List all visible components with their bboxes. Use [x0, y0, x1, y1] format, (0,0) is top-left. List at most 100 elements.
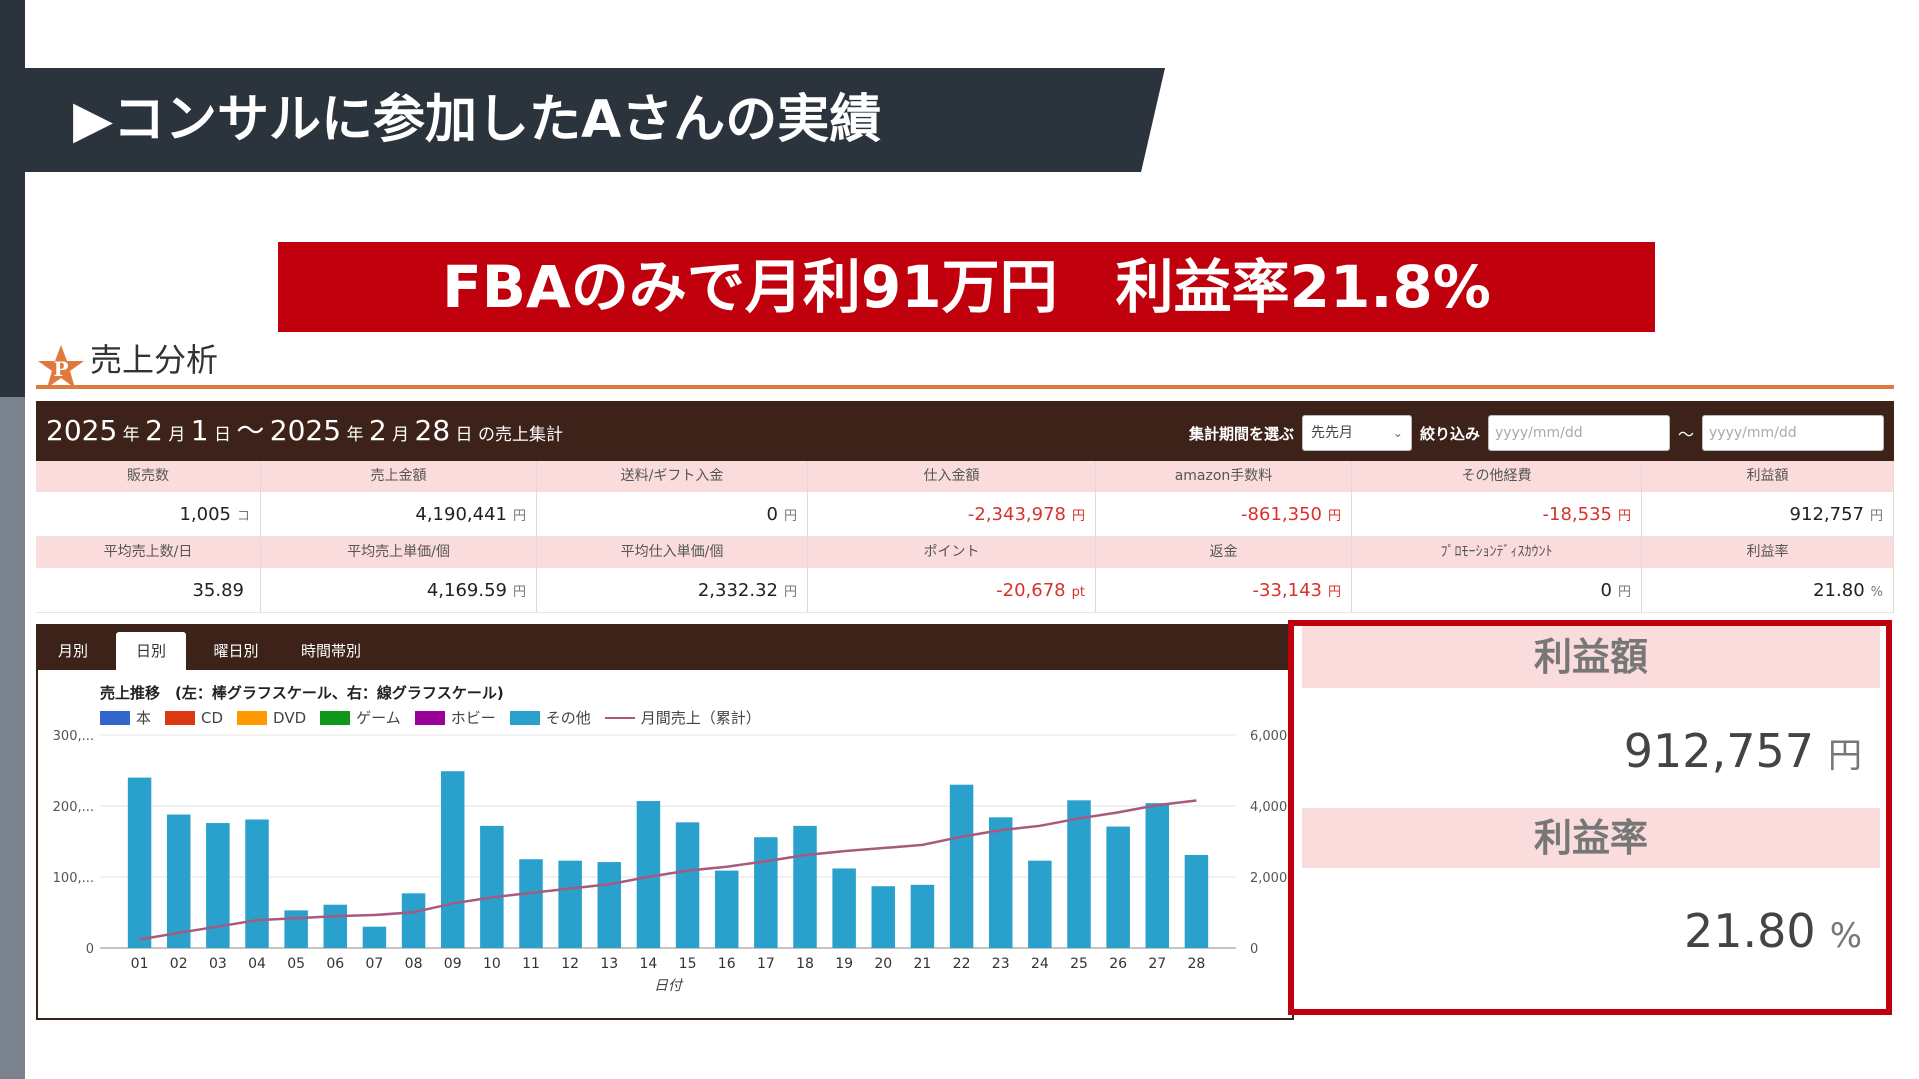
x-tick: 18	[796, 956, 814, 972]
stats-header-row-2: 平均売上数/日 平均売上単価/個 平均仕入単価/個 ポイント 返金 ﾌﾟﾛﾓｰｼｮﾝﾃﾞｨ…	[36, 537, 1894, 568]
filter-label: 絞り込み	[1419, 424, 1480, 443]
x-tick: 16	[718, 956, 736, 972]
bar-14	[636, 801, 661, 948]
x-tick: 21	[914, 956, 932, 972]
unit-year: 年	[346, 425, 364, 445]
y-left-tick: 100,...	[53, 871, 94, 886]
stat-unit: 円	[1327, 509, 1341, 524]
stat-label: その他経費	[1352, 461, 1642, 492]
bar-24	[1028, 860, 1052, 948]
stat-value: 4,169.59 円	[261, 568, 537, 612]
date-from-input[interactable]: yyyy/mm/dd	[1487, 415, 1670, 451]
stats-value-row-2: 35.89 4,169.59 円 2,332.32 円 -20,678 pt -33,143 円…	[36, 568, 1894, 613]
bar-03	[206, 823, 230, 948]
legend-swatch	[509, 710, 540, 725]
stat-unit: 円	[783, 585, 797, 600]
date-range-tilde: ～	[1677, 425, 1694, 444]
date-to-input[interactable]: yyyy/mm/dd	[1702, 415, 1884, 451]
bar-02	[166, 814, 191, 948]
tab-0[interactable]: 月別	[57, 642, 88, 660]
legend-swatch	[320, 710, 351, 725]
stat-value: 912,757 円	[1642, 492, 1894, 536]
period-summary: 2025 年 2 月 1 日 ～ 2025 年 2 月 28 日 の売上集計	[46, 401, 563, 465]
bar-05	[284, 910, 308, 948]
stat-unit: 円	[512, 585, 526, 600]
legend-item: DVD	[237, 707, 306, 728]
legend-item: 月間売上（累計）	[604, 707, 761, 728]
title-underline	[36, 385, 1894, 389]
stat-number: 0	[766, 504, 778, 525]
stat-value: 2,332.32 円	[537, 568, 808, 612]
tab-3[interactable]: 時間帯別	[300, 642, 361, 660]
accent-strip-top	[0, 0, 25, 397]
stat-label: 仕入金額	[808, 461, 1096, 492]
bar-06	[323, 904, 348, 948]
stat-number: -18,535	[1542, 504, 1612, 525]
stat-number: -861,350	[1241, 504, 1322, 525]
banner-title: ▶コンサルに参加したAさんの実績	[73, 90, 882, 150]
x-tick: 17	[757, 956, 775, 972]
legend-item: CD	[165, 707, 223, 728]
x-tick: 11	[522, 956, 540, 972]
headline-box: FBAのみで月利91万円 利益率21.8%	[278, 242, 1655, 332]
x-tick: 09	[444, 956, 462, 972]
bar-13	[597, 862, 622, 948]
period-select[interactable]: 先先月 ⌄	[1301, 415, 1412, 451]
star-logo-icon: P	[38, 345, 84, 388]
page-title: 売上分析	[90, 341, 219, 379]
stat-number: 4,169.59	[426, 580, 507, 601]
x-tick: 24	[1031, 956, 1049, 972]
tab-1[interactable]: 日別	[116, 632, 186, 670]
bar-10	[480, 825, 504, 948]
period-suffix: の売上集計	[477, 425, 563, 445]
y-right-tick: 2,000,00	[1250, 871, 1292, 886]
zoom-rate-unit: %	[1829, 916, 1862, 956]
stat-label: 返金	[1096, 537, 1352, 568]
x-tick: 06	[326, 956, 344, 972]
legend-label: ゲーム	[356, 709, 401, 727]
legend-label: 月間売上（累計）	[640, 709, 761, 727]
logo-letter: P	[53, 357, 68, 381]
legend-swatch	[414, 710, 445, 725]
stat-label: 送料/ギフト入金	[537, 461, 808, 492]
x-tick: 19	[835, 956, 853, 972]
stat-unit: 円	[512, 509, 526, 524]
tab-2[interactable]: 曜日別	[213, 642, 259, 660]
zoom-profit-number: 912,757	[1623, 724, 1814, 778]
unit-month: 月	[168, 425, 186, 445]
legend-swatch	[237, 710, 268, 725]
stat-value: 1,005 コ	[36, 492, 261, 536]
legend-label: CD	[201, 708, 224, 727]
legend-item: 本	[100, 707, 151, 728]
x-tick: 05	[287, 956, 305, 972]
stat-value: -33,143 円	[1096, 568, 1352, 612]
y-right-tick: 6,000,00	[1250, 729, 1292, 744]
range-separator: ～	[236, 414, 265, 447]
legend-swatch	[165, 710, 196, 725]
legend-item: その他	[509, 707, 591, 728]
bar-09	[440, 771, 465, 948]
stat-number: 912,757	[1789, 504, 1864, 525]
end-year: 2025	[269, 414, 342, 447]
start-day: 1	[190, 414, 209, 447]
chevron-down-icon: ⌄	[1392, 426, 1403, 440]
accent-strip-bottom	[0, 397, 25, 1079]
unit-day: 日	[213, 425, 231, 445]
x-tick: 04	[248, 956, 266, 972]
bar-21	[910, 884, 935, 948]
x-tick: 26	[1109, 956, 1127, 972]
x-tick: 13	[600, 956, 618, 972]
headline-text: FBAのみで月利91万円 利益率21.8%	[442, 253, 1491, 321]
x-tick: 28	[1188, 956, 1206, 972]
zoom-rate-number: 21.80	[1683, 904, 1816, 958]
legend-label: ホビー	[450, 709, 496, 727]
zoom-callout: 利益額 912,757 円 利益率 21.80%	[1288, 620, 1892, 1015]
y-left-tick: 300,...	[53, 729, 94, 744]
bar-15	[675, 822, 700, 948]
zoom-profit-label: 利益額	[1302, 626, 1880, 688]
x-axis-label: 日付	[654, 978, 684, 994]
title-banner: ▶コンサルに参加したAさんの実績	[25, 68, 1165, 172]
legend-label: DVD	[273, 708, 307, 727]
